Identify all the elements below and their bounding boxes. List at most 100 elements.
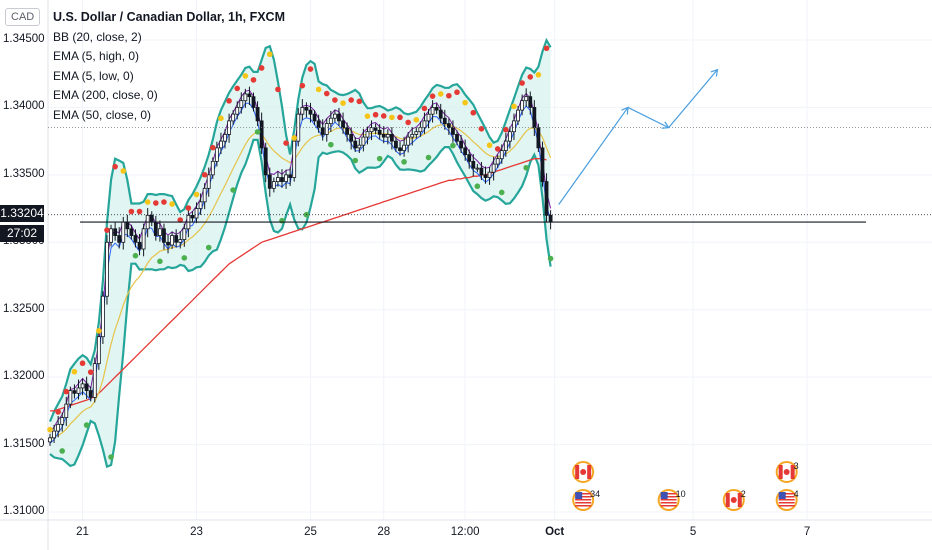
candle-body	[109, 228, 113, 243]
ca-flag-icon	[572, 461, 595, 483]
signal-dot-upper	[104, 227, 110, 233]
candle-body	[341, 120, 345, 129]
signal-dot-upper	[527, 74, 534, 80]
candle-body	[459, 140, 463, 149]
signal-dot-upper	[421, 105, 428, 112]
candle-body	[267, 174, 272, 189]
candle-body	[369, 127, 374, 133]
candle-body	[141, 228, 146, 250]
candle-body	[178, 239, 183, 243]
signal-dot-upper	[454, 89, 460, 96]
candle-body	[198, 201, 203, 209]
indicator-ema-50[interactable]: EMA (50, close, 0)	[53, 107, 152, 122]
candle-body	[499, 150, 504, 160]
signal-dot-upper	[356, 98, 363, 105]
signal-dot-upper	[275, 86, 281, 93]
currency-badge[interactable]: CAD	[5, 8, 41, 26]
indicator-bb[interactable]: BB (20, close, 2)	[53, 29, 142, 44]
candle-body	[72, 390, 77, 394]
signal-dot-lower	[132, 252, 139, 259]
projection-segment	[558, 107, 629, 205]
signal-dot-lower	[498, 189, 505, 196]
candle-body	[402, 144, 406, 151]
candle-body	[410, 133, 415, 138]
signal-dot-upper	[112, 163, 118, 170]
signal-dot-upper	[405, 119, 411, 126]
signal-dot-lower	[157, 258, 163, 265]
candle-body	[398, 147, 402, 151]
candle-body	[312, 113, 317, 122]
signal-dot-upper	[120, 168, 127, 174]
signal-dot-lower	[352, 157, 359, 164]
candle-body	[239, 100, 244, 108]
candle-body	[129, 228, 134, 236]
signal-dot-upper	[535, 72, 542, 78]
candle-body	[434, 107, 439, 111]
signal-dot-upper	[177, 217, 184, 223]
projection-segment	[668, 69, 718, 129]
x-tick-label: 7	[803, 526, 811, 538]
last-price-tag: 1.33204	[0, 205, 44, 222]
candle-body	[385, 133, 390, 138]
signal-dot-upper	[47, 426, 53, 433]
candle-body	[101, 295, 105, 338]
candle-body	[255, 107, 260, 122]
x-tick-label: 21	[76, 526, 89, 538]
candle-body	[133, 235, 138, 243]
signal-dot-upper	[283, 140, 289, 146]
signal-dot-upper	[486, 142, 493, 149]
candle-body	[377, 129, 382, 135]
signal-dot-upper	[429, 93, 436, 99]
us-flag-icon	[572, 489, 595, 511]
signal-dot-lower	[83, 422, 90, 428]
signal-dot-upper	[364, 113, 371, 119]
candle-body	[210, 160, 215, 176]
x-tick-label: 12:00	[450, 526, 480, 538]
event-count: 34	[590, 489, 600, 499]
indicator-ema-200[interactable]: EMA (200, close, 0)	[53, 88, 158, 102]
candle-body	[296, 113, 301, 142]
signal-dot-upper	[323, 90, 330, 97]
signal-dot-upper	[446, 92, 452, 99]
candle-body	[288, 174, 293, 178]
candle-body	[105, 241, 109, 297]
candle-body	[438, 109, 443, 119]
ema-50-line	[49, 124, 552, 439]
candle-body	[170, 235, 175, 246]
signal-dot-upper	[494, 146, 501, 152]
indicator-ema-low[interactable]: EMA (5, low, 0)	[53, 68, 134, 83]
indicator-ema-high[interactable]: EMA (5, high, 0)	[53, 49, 140, 63]
candle-body	[455, 133, 459, 142]
signal-dot-lower	[230, 187, 236, 193]
candle-body	[162, 228, 166, 243]
symbol-title: U.S. Dollar / Canadian Dollar, 1h, FXCM	[53, 10, 285, 24]
signal-dot-lower	[376, 155, 383, 162]
y-tick-label: 1.31500	[3, 437, 45, 450]
candle-body	[263, 147, 268, 176]
candle-body	[349, 133, 354, 142]
candle-body	[320, 127, 325, 135]
candle-body	[544, 181, 549, 216]
signal-dot-upper	[185, 205, 192, 211]
signal-dot-upper	[201, 171, 208, 178]
candle-body	[125, 221, 130, 230]
signal-dot-lower	[108, 454, 114, 460]
candle-body	[52, 430, 56, 439]
ema-200-line	[50, 158, 547, 412]
candle-body	[182, 228, 187, 240]
candle-body	[88, 390, 93, 398]
candle-body	[214, 147, 219, 162]
signal-dot-upper	[380, 113, 387, 119]
candle-body	[166, 241, 170, 246]
signal-dot-upper	[307, 66, 314, 72]
candle-body	[174, 235, 179, 243]
candle-body	[540, 147, 545, 182]
signal-dot-lower	[474, 183, 481, 190]
candle-body	[251, 96, 256, 108]
ema-5-high-line	[49, 89, 552, 433]
candle-body	[389, 133, 394, 142]
signal-dot-upper	[161, 199, 167, 205]
y-tick-label: 1.34500	[3, 33, 45, 45]
signal-dot-upper	[437, 91, 444, 97]
